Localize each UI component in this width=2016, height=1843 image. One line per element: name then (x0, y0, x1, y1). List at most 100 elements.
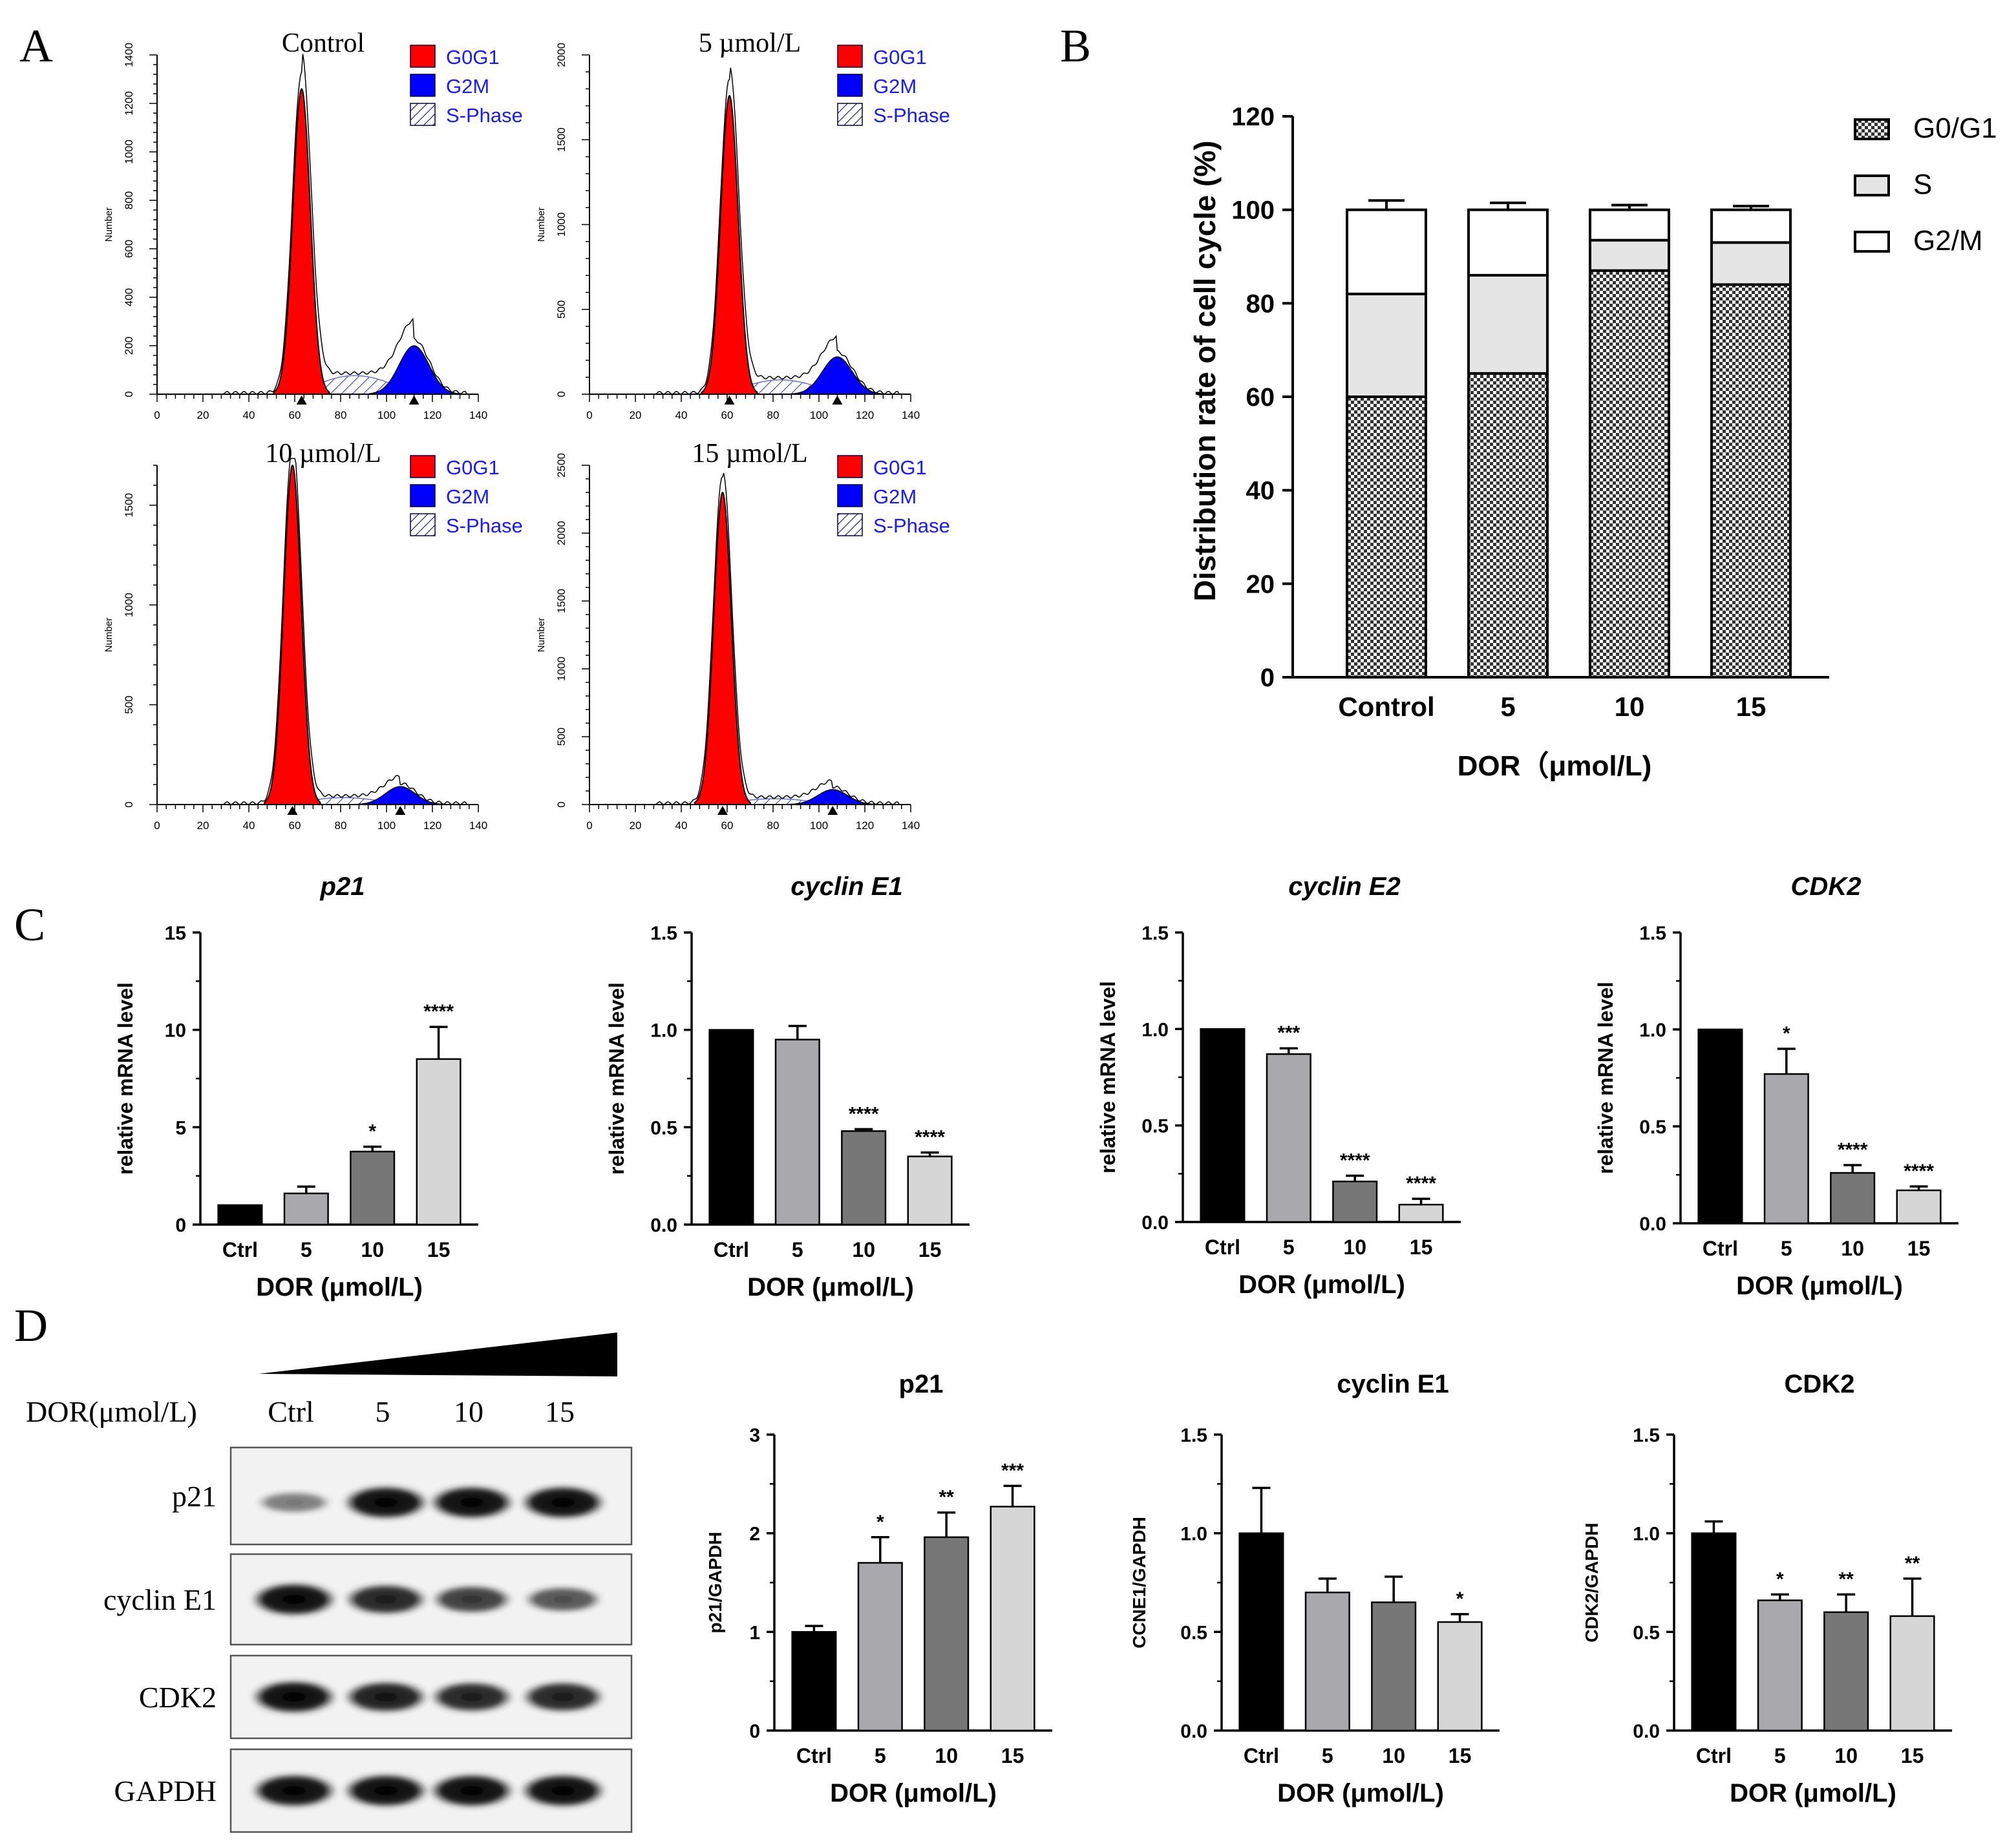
x-tick-label: Control (1338, 691, 1434, 722)
x-tick-label: 100 (377, 409, 396, 421)
x-tick-label: 60 (289, 819, 301, 832)
x-tick-label: 10 (361, 1238, 384, 1261)
x-tick-label: 120 (856, 409, 874, 421)
significance-marker: * (876, 1511, 884, 1533)
y-tick-label: 1.5 (1180, 1425, 1207, 1446)
x-tick-label: 140 (469, 409, 487, 421)
x-tick-label: 40 (243, 819, 255, 832)
g2m-peak (792, 356, 883, 395)
y-tick-label: 0.0 (1633, 1721, 1660, 1742)
peak-marker-triangle (395, 806, 406, 815)
raw-data-envelope (635, 67, 900, 395)
legend-swatch (837, 513, 863, 536)
x-tick-label: 10 (1841, 1237, 1864, 1260)
y-tick-label: 0.0 (650, 1215, 677, 1236)
legend-label: G2M (446, 485, 489, 508)
histogram-3: 0 20 40 60 80 100 120 140 0 500 1000 1500 Number 10 µ… (103, 439, 523, 832)
histogram-4: 0 20 40 60 80 100 120 140 0 500 1000 1500 2000 2500 Nu… (536, 439, 950, 832)
blot-band (429, 1681, 515, 1713)
legend-swatch (837, 103, 863, 126)
bar (1332, 1181, 1378, 1223)
x-tick-label: 10 (852, 1238, 875, 1261)
peak-marker-triangle (832, 395, 843, 405)
y-tick-label: 20 (1246, 570, 1275, 598)
significance-marker: *** (1277, 1022, 1300, 1044)
panel-letter-d: D (14, 1300, 48, 1351)
stacked-bar-segment-g0g1 (1710, 283, 1792, 679)
peak-marker-triangle (287, 806, 298, 815)
peak-marker-triangle (296, 395, 307, 405)
legend-swatch (1854, 174, 1890, 196)
y-tick-label: 0 (123, 801, 135, 807)
y-tick-label: 0.5 (1633, 1622, 1660, 1643)
y-tick-label: 80 (1246, 290, 1275, 318)
y-tick-label: 1000 (555, 657, 568, 681)
significance-marker: ** (1905, 1553, 1920, 1574)
blot-row-label: GAPDH (114, 1775, 217, 1807)
y-tick-label: 600 (123, 240, 135, 258)
y-tick-label: 1.5 (1633, 1425, 1660, 1446)
raw-data-envelope (635, 472, 900, 805)
y-tick-label: 500 (123, 695, 135, 713)
blot-lane-label: 15 (545, 1395, 575, 1428)
significance-marker: *** (1001, 1460, 1024, 1481)
stacked-bar-segment-g0g1 (1467, 372, 1549, 679)
g0g1-peak (694, 491, 752, 805)
panel-a-histograms: 0 20 40 60 80 100 120 1400200400600800100012001… (103, 28, 950, 832)
y-tick-label: 0 (749, 1721, 760, 1742)
blot-band (428, 1773, 516, 1808)
x-tick-label: 5 (1774, 1744, 1786, 1767)
blot-band (250, 1680, 338, 1714)
x-tick-label: Ctrl (222, 1238, 258, 1261)
y-axis-label: Distribution rate of cell cycle (%) (1188, 140, 1222, 601)
bar (1830, 1172, 1876, 1225)
panel-letter-b: B (1060, 20, 1091, 72)
y-axis-label: Number (536, 207, 547, 242)
bar (1304, 1592, 1350, 1732)
y-axis-label: p21/GAPDH (705, 1532, 725, 1633)
legend-swatch (410, 513, 436, 536)
bar-chart-cdk2: CDK2 0.0 0.5 1.0 1.5 relative mRNA level Ctrl *… (1594, 872, 1958, 1300)
y-axis-label: Number (536, 618, 547, 652)
y-tick-label: 0 (123, 391, 135, 397)
x-tick-label: Ctrl (714, 1238, 749, 1261)
legend-swatch (1854, 118, 1890, 140)
y-tick-label: 0.5 (1141, 1116, 1169, 1137)
blot-band (520, 1681, 606, 1713)
x-tick-label: 100 (810, 819, 828, 832)
y-tick-label: 1 (749, 1622, 760, 1643)
stacked-bar-segment-s (1589, 238, 1670, 272)
x-tick-label: Ctrl (1244, 1744, 1279, 1767)
x-tick-label: 10 (1343, 1236, 1366, 1259)
histogram-2: 0 20 40 60 80 100 120 140 0 500 1000 1500 2000 Number… (536, 28, 950, 421)
y-tick-label: 40 (1246, 477, 1275, 505)
x-axis-label: DOR (μmol/L) (1730, 1779, 1896, 1807)
stacked-bar-segment-g2m (1589, 208, 1670, 242)
blot-dose-label: DOR(μmol/L) (26, 1395, 197, 1428)
blot-band (430, 1585, 513, 1614)
x-tick-label: 40 (675, 819, 688, 832)
legend-swatch (837, 455, 863, 478)
histogram-title: 15 µmol/L (692, 439, 807, 469)
blot-row-gapdh: GAPDH (114, 1748, 633, 1833)
bar (1889, 1615, 1935, 1732)
legend-label: G2/M (1913, 225, 1983, 257)
bar (990, 1506, 1035, 1732)
x-tick-label: 15 (1907, 1237, 1931, 1260)
blot-band (519, 1485, 607, 1520)
stacked-bar-segment-g2m (1346, 208, 1427, 295)
y-tick-label: 1200 (123, 91, 135, 116)
blot-row-label: CDK2 (139, 1681, 217, 1714)
x-tick-label: 60 (721, 409, 734, 421)
bar-chart-p21: p21 0 5 10 15 relative mRNA level Ctrl 5 * 10 ****… (114, 872, 478, 1301)
g0g1-peak (273, 88, 330, 395)
x-tick-label: Ctrl (1696, 1744, 1732, 1767)
y-tick-label: 0 (1260, 664, 1275, 692)
raw-data-envelope (203, 54, 467, 395)
histogram-title: 10 µmol/L (265, 439, 381, 469)
legend-label: G0/G1 (1913, 112, 1997, 144)
chart-title: cyclin E1 (1337, 1370, 1448, 1398)
bar (350, 1150, 396, 1226)
x-tick-label: 5 (1322, 1744, 1333, 1767)
y-tick-label: 0.5 (1639, 1117, 1666, 1138)
